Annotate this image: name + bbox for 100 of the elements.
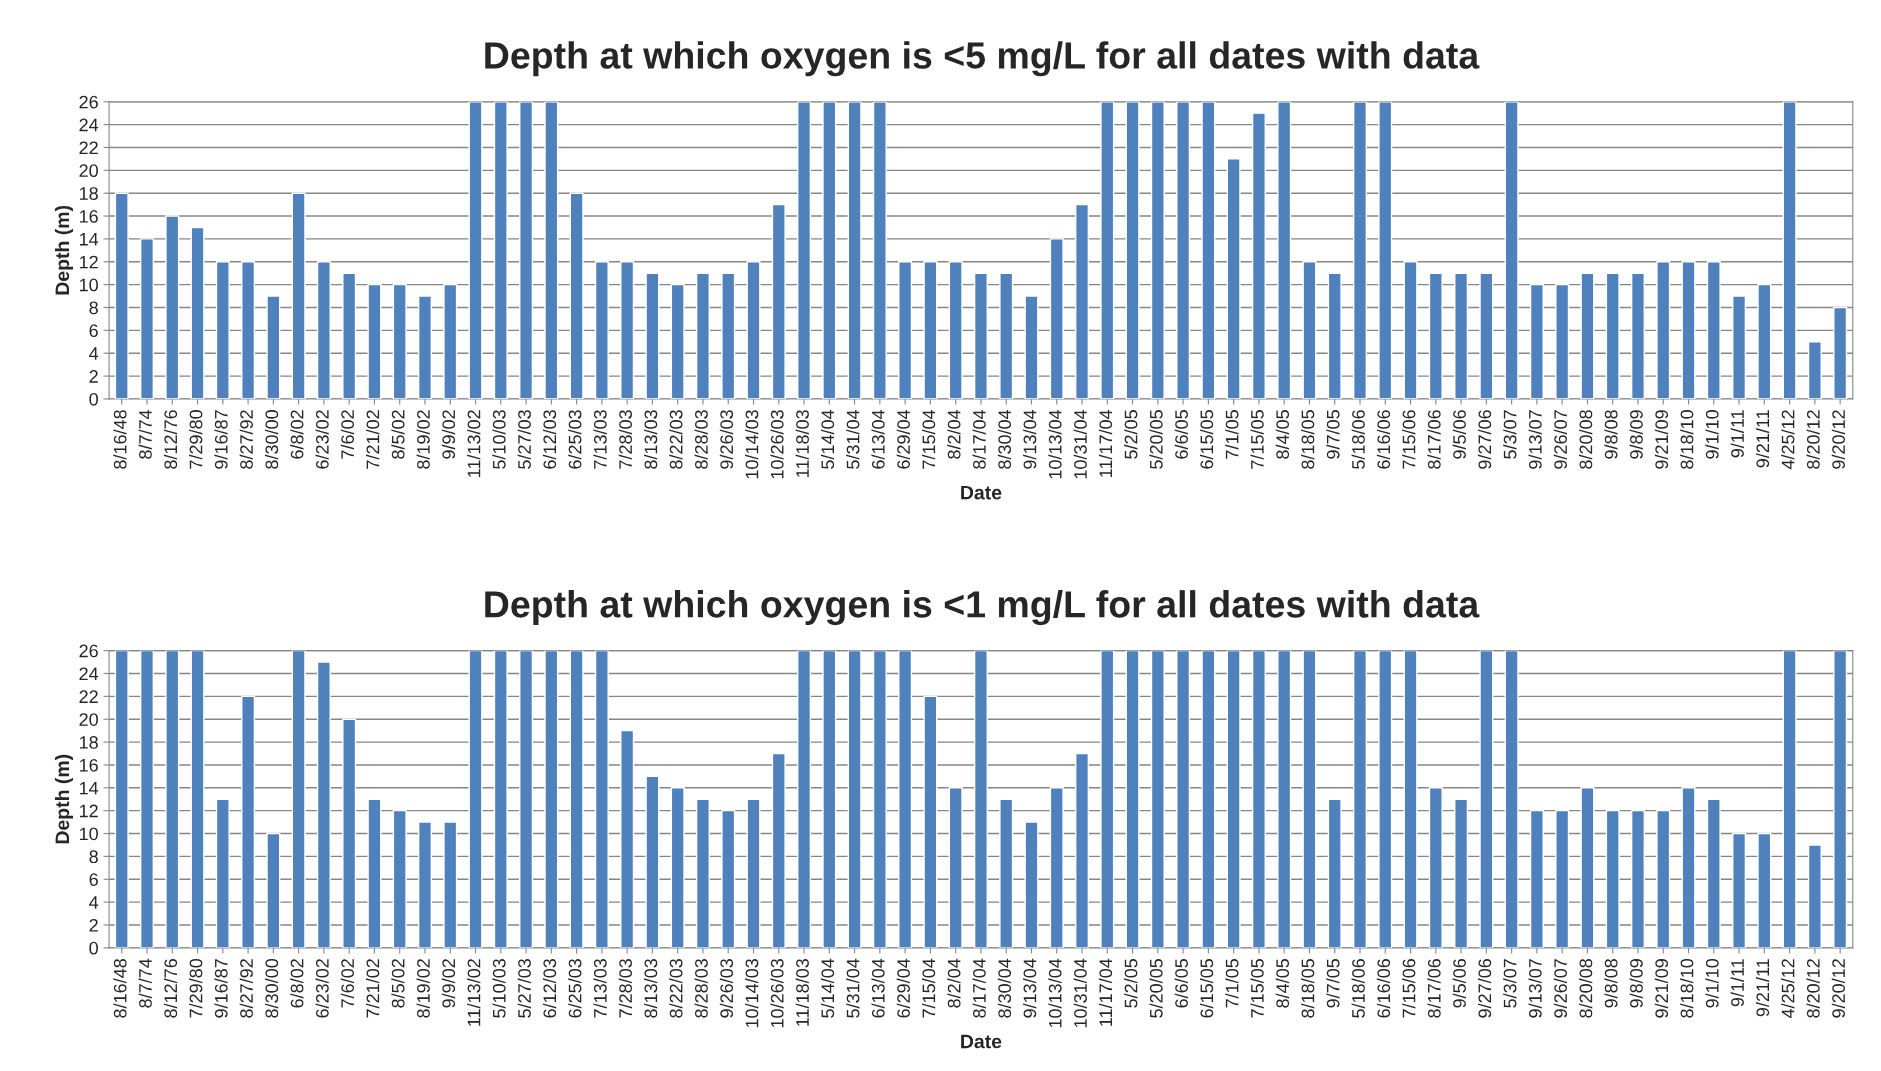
- x-tick-label: 6/13/04: [871, 958, 885, 1018]
- x-tick-label: 8/16/48: [113, 410, 127, 469]
- x-tick-label: 9/26/07: [1553, 410, 1568, 469]
- x-tick-label: 7/15/06: [1402, 410, 1416, 469]
- x-tick-label: 8/12/76: [163, 410, 178, 469]
- x-tick-label: 9/1/11: [1730, 959, 1744, 1007]
- x-tick-label: 7/1/05: [1225, 410, 1239, 459]
- bar: [114, 192, 129, 399]
- bar: [165, 215, 180, 399]
- bar: [1605, 272, 1620, 399]
- x-tick-label: 9/26/07: [1553, 959, 1568, 1018]
- x-tick-label: 6/29/04: [896, 409, 910, 469]
- x-tick-label: 6/12/03: [542, 410, 557, 469]
- bar: [342, 718, 357, 948]
- bar: [822, 101, 837, 399]
- y-tick-label: 8: [89, 301, 98, 315]
- y-tick-label: 6: [89, 873, 98, 886]
- bar: [1075, 203, 1090, 399]
- x-tick-label: 9/16/87: [214, 410, 228, 469]
- x-tick-label: 10/14/03: [745, 959, 759, 1028]
- bar: [569, 650, 584, 948]
- bar: [620, 261, 635, 399]
- x-tick-label: 9/21/11: [1755, 410, 1770, 468]
- y-tick-label: 0: [89, 392, 98, 406]
- bar: [1479, 650, 1494, 948]
- y-tick-label: 14: [79, 781, 99, 795]
- bar: [1706, 798, 1721, 948]
- x-tick-label: 8/27/92: [239, 410, 253, 469]
- bar: [1580, 272, 1595, 399]
- x-tick-label: 11/13/02: [467, 959, 481, 1026]
- x-tick-label: 6/6/05: [1174, 410, 1188, 459]
- x-tick-label: 7/6/02: [340, 959, 355, 1008]
- bar: [544, 650, 559, 948]
- x-tick-label: 9/1/10: [1705, 410, 1719, 459]
- bar: [771, 752, 786, 948]
- x-tick-label: 8/28/03: [694, 410, 708, 469]
- x-tick-label: 6/13/04: [871, 409, 885, 469]
- x-tick-label: 8/18/10: [1680, 958, 1694, 1018]
- bar: [1201, 650, 1216, 948]
- bar: [948, 261, 963, 399]
- x-tick-label: 6/25/03: [568, 959, 582, 1018]
- bar: [190, 650, 205, 948]
- x-tick-label: 6/16/06: [1376, 959, 1391, 1018]
- bar: [1352, 101, 1368, 399]
- x-tick-label: 6/15/05: [1199, 410, 1214, 469]
- bar: [190, 226, 205, 399]
- x-tick-label: 10/13/04: [1048, 409, 1062, 479]
- x-tick-label: 9/8/09: [1629, 959, 1643, 1008]
- bar: [316, 261, 331, 399]
- bar: [493, 101, 508, 399]
- x-tick-label: 6/8/02: [290, 959, 304, 1008]
- x-tick-label: 5/14/04: [820, 958, 835, 1018]
- bar: [1226, 650, 1241, 948]
- x-tick-label: 8/20/08: [1579, 410, 1593, 469]
- y-tick-label: 4: [89, 896, 99, 909]
- bar: [1327, 272, 1342, 399]
- bar: [443, 283, 458, 399]
- bar: [1833, 650, 1848, 948]
- bar: [872, 101, 887, 399]
- x-tick-label: 8/28/03: [694, 959, 708, 1018]
- x-tick-label: 11/13/02: [467, 410, 481, 477]
- y-tick-label: 4: [89, 347, 99, 360]
- x-tick-label: 9/13/07: [1528, 410, 1542, 469]
- x-tick-label: 6/23/02: [315, 410, 329, 469]
- x-tick-label: 9/21/09: [1654, 410, 1669, 469]
- bar: [1100, 101, 1115, 399]
- bar: [721, 809, 736, 948]
- x-tick-label: 5/20/05: [1149, 959, 1163, 1018]
- bar: [1327, 798, 1342, 948]
- y-tick-label: 10: [79, 278, 98, 292]
- bar: [1403, 261, 1418, 399]
- bar: [721, 272, 736, 399]
- bar: [1428, 787, 1443, 948]
- bar: [468, 650, 483, 948]
- x-tick-label: 8/2/04: [947, 958, 961, 1008]
- x-tick-label: 7/29/80: [189, 958, 203, 1018]
- x-tick-label: 5/18/06: [1351, 959, 1365, 1018]
- x-tick-label: 5/10/03: [492, 959, 506, 1018]
- x-tick-label: 11/17/04: [1098, 409, 1113, 477]
- x-tick-label: 7/15/04: [921, 958, 936, 1018]
- x-tick-label: 9/9/02: [441, 410, 456, 459]
- bar: [695, 798, 710, 948]
- bar: [241, 695, 256, 948]
- bar: [1176, 101, 1191, 399]
- bar: [695, 272, 710, 399]
- x-tick-label: 8/2/04: [947, 409, 961, 459]
- bar: [1807, 844, 1822, 948]
- bar: [1681, 261, 1696, 399]
- y-tick-label: 18: [79, 187, 98, 200]
- bar: [1580, 787, 1595, 948]
- x-tick-label: 9/7/05: [1326, 959, 1340, 1008]
- x-tick-label: 10/13/04: [1048, 958, 1062, 1028]
- bar: [973, 650, 988, 948]
- x-tick-label: 6/25/03: [568, 410, 582, 469]
- chart-title: Depth at which oxygen is <1 mg/L for all dates with data: [485, 590, 1480, 626]
- x-tick-label: 8/20/12: [1806, 410, 1820, 469]
- x-axis-title: Date: [961, 1034, 1002, 1049]
- y-tick-label: 22: [79, 141, 98, 155]
- bar: [594, 650, 609, 948]
- y-tick-label: 6: [89, 324, 98, 338]
